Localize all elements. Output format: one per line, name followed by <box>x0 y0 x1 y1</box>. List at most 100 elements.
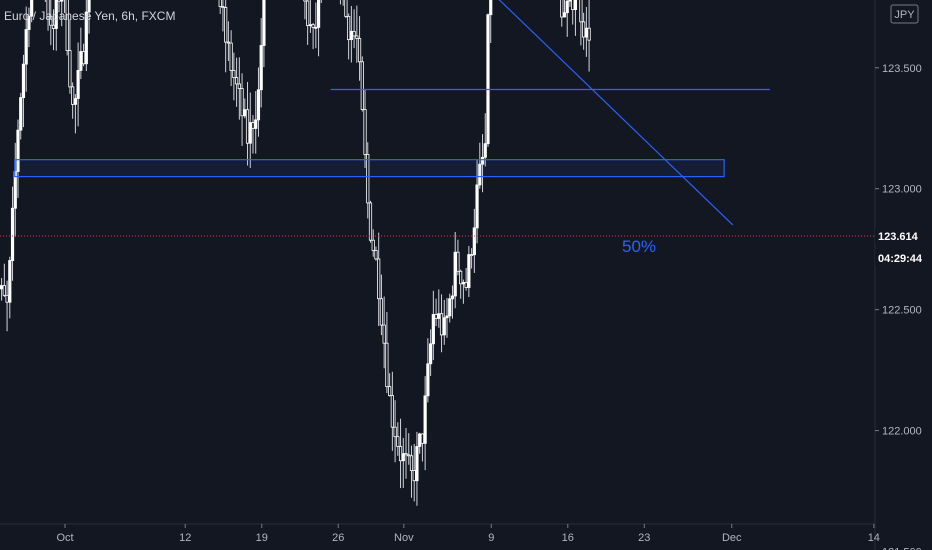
candle-body <box>483 143 487 158</box>
candle <box>377 232 381 327</box>
candle <box>63 0 65 13</box>
candle <box>226 21 231 62</box>
candle-body <box>385 342 389 388</box>
time-tick-label: 23 <box>638 532 650 544</box>
candle <box>415 431 419 506</box>
candle-body <box>396 436 400 447</box>
candle <box>442 299 446 345</box>
candle <box>248 92 252 168</box>
candle-body <box>472 227 476 256</box>
time-tick-label: Oct <box>56 532 73 544</box>
candle-body <box>407 454 411 457</box>
time-tick-label: 9 <box>488 532 494 544</box>
descending-trendline <box>498 0 734 226</box>
candle-body <box>464 282 468 288</box>
candle <box>483 113 487 167</box>
candle <box>587 0 591 72</box>
candle-body <box>221 6 225 8</box>
candle <box>368 200 373 243</box>
candle <box>8 256 12 319</box>
candle-body <box>486 14 490 145</box>
candle <box>49 0 53 46</box>
candles-layer <box>0 0 591 506</box>
candle <box>423 376 427 471</box>
candle-body <box>49 15 53 26</box>
candle <box>73 94 77 134</box>
candle-body <box>426 363 430 397</box>
candle-body <box>418 433 422 447</box>
candle <box>352 9 356 49</box>
candle-body <box>584 27 588 38</box>
time-tick-label: 14 <box>868 532 880 544</box>
time-tick-label: 16 <box>562 532 574 544</box>
candle <box>84 0 88 72</box>
candle-body <box>401 453 405 462</box>
candle <box>571 0 575 25</box>
candle-body <box>81 51 86 65</box>
candle <box>429 329 433 376</box>
candle <box>453 231 457 309</box>
candle-body <box>377 258 381 300</box>
candle <box>568 0 572 7</box>
candle <box>60 0 64 27</box>
fib-50-label[interactable]: 50% <box>622 237 656 256</box>
price-axis[interactable] <box>875 0 932 550</box>
drawings-layer[interactable] <box>0 0 770 226</box>
last-price-tag <box>875 228 932 244</box>
candle-body <box>371 239 375 251</box>
candle <box>360 56 364 112</box>
currency-badge[interactable] <box>890 4 919 24</box>
candle <box>262 0 266 68</box>
candle-body <box>251 122 255 129</box>
countdown-tag <box>875 250 932 266</box>
price-axis-ticks: 125.500125.000124.500124.000123.500123.0… <box>875 63 922 550</box>
candle <box>475 160 479 244</box>
candle <box>472 208 476 273</box>
candle-body <box>480 156 485 165</box>
candle-body <box>226 41 231 44</box>
candle <box>46 0 50 31</box>
time-axis-ticks: Oct 12 19 26 Nov 9 16 23 Dec 14 <box>56 524 880 544</box>
candle <box>65 0 69 56</box>
candle-body <box>571 0 575 10</box>
candle-body <box>51 24 56 29</box>
candle-body <box>368 202 373 241</box>
candle-body <box>374 250 378 260</box>
candle <box>579 0 583 46</box>
candle-body <box>355 35 359 39</box>
currency-badge-label: JPY <box>894 9 915 21</box>
candle <box>388 373 392 397</box>
candle <box>390 371 394 451</box>
candle-body <box>65 0 69 52</box>
candle-body <box>2 285 6 296</box>
candle <box>366 142 370 219</box>
candle <box>371 229 375 257</box>
candle-body <box>450 295 455 300</box>
candle <box>489 0 493 43</box>
candle-body <box>489 0 493 16</box>
candle-body <box>398 446 403 462</box>
candle-body <box>347 15 351 41</box>
candle-body <box>429 343 433 365</box>
candle <box>393 400 397 463</box>
candle-body <box>434 314 438 319</box>
candle <box>357 16 362 81</box>
candle <box>573 0 578 36</box>
candle-body <box>445 315 449 319</box>
candle-body <box>8 260 12 303</box>
candle-body <box>453 251 457 297</box>
candle <box>374 246 378 261</box>
candle-body <box>79 51 83 71</box>
candle-body <box>420 433 425 444</box>
candle-body <box>568 0 572 2</box>
candle-body <box>224 7 228 43</box>
candle <box>409 445 414 498</box>
candle <box>303 0 307 20</box>
candle-body <box>461 282 465 285</box>
candle <box>431 290 435 361</box>
candle-body <box>245 109 250 144</box>
candle <box>385 311 389 394</box>
candle <box>355 5 359 63</box>
